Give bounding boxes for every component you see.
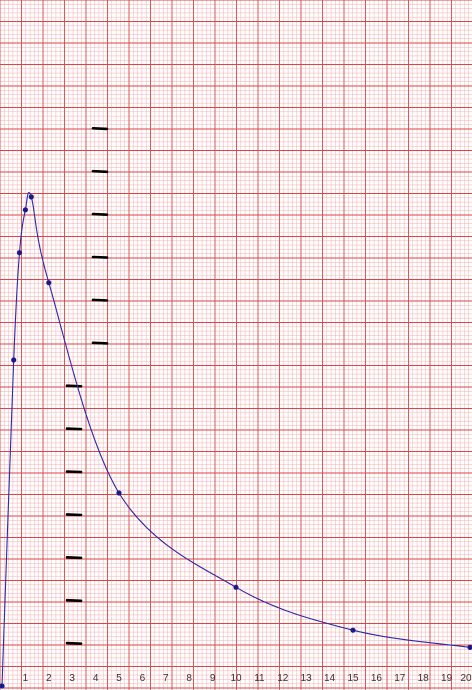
- x-tick-label: 12: [277, 673, 289, 684]
- x-tick-label: 3: [69, 673, 75, 684]
- y-tick-mark: [65, 513, 83, 517]
- data-point: [116, 490, 122, 496]
- y-tick-mark: [65, 384, 83, 388]
- data-point: [11, 357, 17, 363]
- x-tick-label: 2: [46, 673, 52, 684]
- x-tick-label: 4: [93, 673, 99, 684]
- x-tick-label: 20: [460, 673, 472, 684]
- y-tick-mark: [65, 641, 83, 646]
- data-point: [0, 683, 5, 689]
- x-tick-label: 7: [163, 673, 169, 684]
- x-tick-label: 6: [140, 673, 146, 684]
- x-tick-label: 10: [230, 673, 242, 684]
- data-point: [46, 280, 52, 286]
- y-tick-mark: [65, 598, 83, 603]
- y-tick-mark: [91, 341, 109, 345]
- y-tick-mark: [65, 470, 83, 474]
- data-point: [22, 207, 28, 213]
- y-tick-mark: [91, 127, 109, 131]
- x-tick-label: 9: [210, 673, 216, 684]
- y-tick-mark: [91, 212, 109, 216]
- x-tick-label: 14: [324, 673, 336, 684]
- x-tick-label: 11: [254, 673, 265, 684]
- y-tick-marks: [65, 127, 109, 646]
- data-point: [28, 194, 34, 200]
- x-tick-label: 1: [23, 673, 29, 684]
- data-point: [467, 644, 472, 650]
- data-point: [16, 250, 23, 256]
- x-tick-label: 8: [186, 673, 192, 684]
- x-tick-label: 17: [394, 673, 406, 684]
- y-tick-mark: [91, 255, 109, 259]
- data-points: [0, 194, 472, 689]
- x-tick-label: 13: [301, 673, 313, 684]
- x-tick-label: 19: [441, 673, 453, 684]
- y-tick-mark: [65, 555, 83, 560]
- x-tick-labels: 1 2 3 4 5 6 7 8 9 10 11 12 13 14 15 16 17 18 19 20: [23, 673, 472, 684]
- x-tick-label: 18: [418, 673, 430, 684]
- data-point: [233, 584, 239, 590]
- y-tick-mark: [91, 298, 109, 302]
- data-point: [350, 627, 356, 633]
- x-tick-label: 16: [371, 673, 383, 684]
- y-tick-mark: [65, 427, 83, 431]
- y-tick-mark: [91, 169, 109, 174]
- x-tick-label: 5: [116, 673, 122, 684]
- x-tick-label: 15: [347, 673, 359, 684]
